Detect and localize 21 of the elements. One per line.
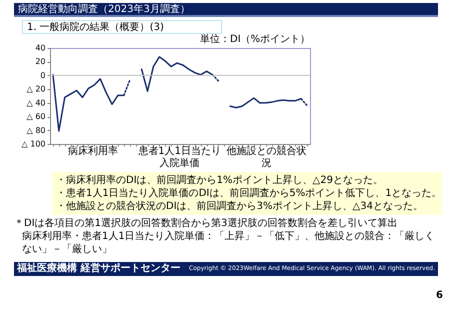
text: ・他施設との競合状況のDIは、前回調査から3%ポイント上昇し、△34となった。 [56,200,424,213]
text: ＊DIは各項目の第1選択肢の回答数割合から第3選択肢の回答数割合を差し引いて算出 [14,217,398,230]
text: 他施設との競合状況 [225,146,308,170]
y-tick-label: 40 [35,44,46,52]
y-tick-label: △ 80 [26,126,46,135]
y-tick-label: △ 100 [22,140,46,148]
text: ・患者1人1日当たり入院単価のDIは、前回調査から5%ポイント低下し、1となった。 [56,187,442,200]
chart-subtitle: 1. 一般病院の結果（概要）(3) [22,20,222,34]
text: 6 [436,290,443,301]
y-tick-label: △ 40 [26,98,46,108]
text: 病床利用率・患者1人1日当たり入院単価：「上昇」－「低下」、他施設との競合：「厳しくない」－「厳しい」 [21,230,436,256]
y-axis-title: 単位：DI（%ポイント） [200,33,310,46]
y-tick-label: 20 [35,57,46,66]
text: 病床利用率 [67,146,119,158]
text: 患者1人1日当たり入院単価 [137,146,222,170]
y-tick-label: △ 20 [26,84,46,94]
y-tick-label: 0 [40,70,46,80]
chart-title: 病院経営動向調査（2023年3月調査） [14,3,438,17]
text: 福祉医療機構 経営サポートセンター [17,262,180,276]
text: ・病床利用率のDIは、前回調査から1%ポイント上昇し、△29となった。 [56,174,384,187]
y-tick-label: △ 60 [26,112,46,122]
